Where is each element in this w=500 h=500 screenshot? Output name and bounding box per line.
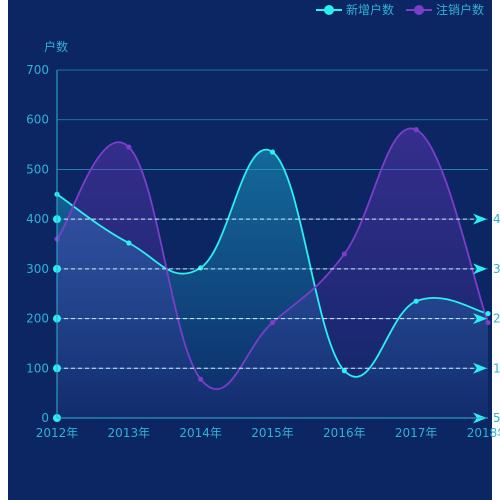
- y-tick-label: 400: [26, 212, 49, 226]
- x-tick-label: 2014年: [179, 426, 222, 440]
- marker-label: 3: [493, 262, 500, 276]
- legend-label: 注销户数: [436, 2, 484, 17]
- marker-label: 1: [493, 361, 500, 375]
- legend-dot-icon: [414, 5, 424, 15]
- marker-arrow-icon: [473, 263, 487, 275]
- data-point[interactable]: [269, 319, 276, 326]
- y-tick-label: 200: [26, 312, 49, 326]
- data-point[interactable]: [126, 144, 132, 150]
- data-point[interactable]: [485, 319, 491, 326]
- data-point[interactable]: [485, 311, 491, 317]
- legend[interactable]: 新增户数 注销户数: [316, 2, 484, 17]
- x-tick-label: 2017年: [395, 426, 438, 440]
- x-tick-label: 2018年: [467, 426, 500, 440]
- y-tick-label: 600: [26, 113, 49, 127]
- y-tick-label: 700: [26, 63, 49, 77]
- legend-dot-icon: [324, 5, 334, 15]
- marker-label: 4: [493, 212, 500, 226]
- data-point[interactable]: [198, 265, 204, 271]
- series-areas: [57, 128, 488, 418]
- y-tick-label: 100: [26, 361, 49, 375]
- marker-arrow-icon: [473, 213, 487, 225]
- x-tick-label: 2012年: [36, 426, 79, 440]
- marker-label: 2: [493, 312, 500, 326]
- marker-label: 5: [493, 411, 500, 425]
- series-area: [57, 128, 488, 418]
- y-axis-label: 户数: [44, 39, 68, 54]
- x-tick-label: 2016年: [323, 426, 366, 440]
- data-point[interactable]: [341, 368, 347, 374]
- marker-arrow-icon: [473, 362, 487, 374]
- data-point[interactable]: [198, 376, 204, 382]
- y-tick-label: 500: [26, 162, 49, 176]
- x-tick-label: 2015年: [251, 426, 294, 440]
- data-point[interactable]: [341, 251, 347, 257]
- axes: 0 100 200 300 400 500 600 700 2012年 2013年 2014年 201…: [26, 39, 500, 440]
- data-point[interactable]: [413, 127, 419, 133]
- y-tick-label: 0: [41, 411, 49, 425]
- legend-item[interactable]: 注销户数: [406, 2, 484, 17]
- marker-arrow-icon: [473, 313, 487, 325]
- data-point[interactable]: [126, 240, 132, 246]
- y-tick-label: 300: [26, 262, 49, 276]
- series-line: [56, 148, 489, 378]
- x-tick-label: 2013年: [108, 426, 151, 440]
- data-point[interactable]: [269, 149, 276, 155]
- legend-label: 新增户数: [346, 2, 394, 17]
- legend-item[interactable]: 新增户数: [316, 2, 394, 17]
- data-point[interactable]: [413, 298, 419, 304]
